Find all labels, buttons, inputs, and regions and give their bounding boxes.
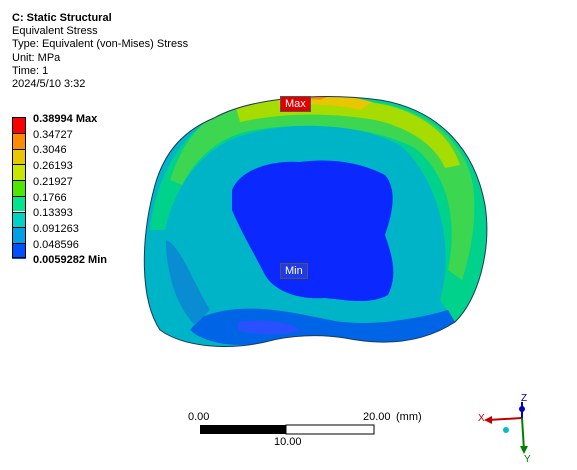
triad-y-label: Y <box>524 454 531 462</box>
legend-swatch <box>12 211 26 228</box>
legend-label: 0.34727 <box>33 128 73 141</box>
legend-swatch <box>12 195 26 212</box>
result-time: Time: 1 <box>12 64 49 77</box>
legend-label-min: 0.0059282 Min <box>33 254 107 267</box>
triad-z-label: Z <box>521 393 527 404</box>
legend-label: 0.26193 <box>33 160 73 173</box>
result-name: Equivalent Stress <box>12 25 98 38</box>
legend-swatch <box>12 133 26 149</box>
legend-label: 0.3046 <box>33 144 67 157</box>
result-date: 2024/5/10 3:32 <box>12 78 86 91</box>
scale-right-label: 20.00 <box>363 411 391 423</box>
analysis-title: C: Static Structural <box>12 12 112 24</box>
legend-label: 0.091263 <box>33 222 79 235</box>
result-unit: Unit: MPa <box>12 51 61 64</box>
legend-swatch <box>12 242 26 259</box>
coordinate-triad[interactable]: X Z Y <box>470 392 550 462</box>
legend-label-max: 0.38994 Max <box>33 113 98 125</box>
legend-swatch <box>12 227 26 243</box>
legend-label: 0.1766 <box>33 191 67 204</box>
min-marker[interactable]: Min <box>280 263 308 279</box>
legend-label: 0.13393 <box>33 207 73 220</box>
result-info-panel: C: Static Structural Equivalent Stress T… <box>12 12 188 91</box>
legend-label: 0.048596 <box>33 238 79 251</box>
scale-left-label: 0.00 <box>188 411 210 423</box>
result-type: Type: Equivalent (von-Mises) Stress <box>12 38 189 51</box>
legend-swatch <box>12 180 26 196</box>
scale-middle-label: 10.00 <box>274 436 302 448</box>
legend-swatch <box>12 164 26 181</box>
max-marker[interactable]: Max <box>280 96 311 112</box>
legend-swatch <box>12 148 26 165</box>
legend-label: 0.21927 <box>33 175 73 188</box>
scale-unit-label: (mm) <box>396 411 422 423</box>
triad-x-label: X <box>478 413 485 424</box>
